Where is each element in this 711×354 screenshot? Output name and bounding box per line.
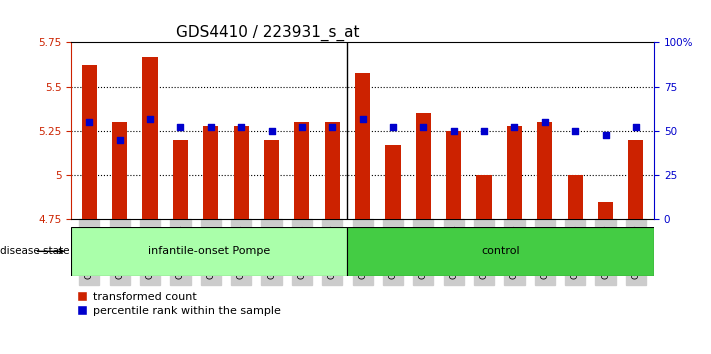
Point (175, 125, 186, 130)
Point (357, 116, 368, 121)
Bar (264, 140, 279, 219)
Text: control: control (481, 246, 520, 256)
Bar (598, 202, 613, 219)
Bar (325, 122, 340, 219)
Point (479, 128, 490, 134)
Point (205, 125, 216, 130)
Bar (173, 140, 188, 219)
Bar (567, 175, 583, 219)
Text: GDS4410 / 223931_s_at: GDS4410 / 223931_s_at (176, 25, 360, 41)
Point (600, 132, 611, 137)
Bar (233, 126, 249, 219)
FancyBboxPatch shape (347, 227, 654, 276)
Legend: transformed count, percentile rank within the sample: transformed count, percentile rank withi… (77, 292, 281, 316)
Text: disease state: disease state (0, 246, 70, 256)
Point (144, 116, 156, 121)
Bar (416, 113, 431, 219)
Point (509, 125, 520, 130)
Point (570, 128, 581, 134)
Bar (203, 126, 218, 219)
Bar (142, 57, 158, 219)
FancyBboxPatch shape (71, 227, 347, 276)
Point (539, 119, 550, 125)
Bar (294, 122, 309, 219)
Bar (82, 65, 97, 219)
Point (235, 125, 247, 130)
Bar (446, 131, 461, 219)
Bar (507, 126, 522, 219)
Bar (112, 122, 127, 219)
Bar (355, 73, 370, 219)
Point (84, 119, 95, 125)
Point (114, 137, 125, 143)
Point (266, 128, 277, 134)
Point (417, 125, 429, 130)
Bar (476, 175, 492, 219)
Point (630, 125, 641, 130)
Point (448, 128, 459, 134)
Point (326, 125, 338, 130)
Bar (538, 122, 552, 219)
Bar (629, 140, 643, 219)
Bar (385, 145, 400, 219)
Point (387, 125, 399, 130)
Point (296, 125, 308, 130)
Text: infantile-onset Pompe: infantile-onset Pompe (148, 246, 270, 256)
